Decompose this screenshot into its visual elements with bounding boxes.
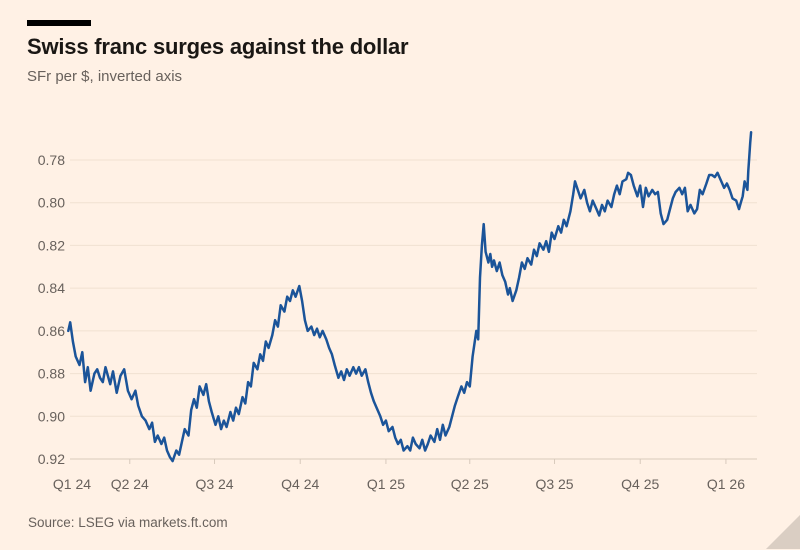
x-tick-label: Q3 25 (535, 476, 573, 492)
source-note: Source: LSEG via markets.ft.com (28, 515, 228, 530)
x-tick-label: Q1 26 (707, 476, 745, 492)
y-tick-label: 0.78 (38, 152, 65, 168)
sfr-per-dollar-line (67, 130, 753, 463)
chart-title: Swiss franc surges against the dollar (27, 34, 409, 59)
resize-handle-icon[interactable] (766, 515, 800, 549)
y-tick-label: 0.82 (38, 237, 65, 253)
y-tick-label: 0.84 (38, 280, 65, 296)
y-tick-label: 0.86 (38, 323, 65, 339)
y-tick-label: 0.90 (38, 408, 65, 424)
x-tick-label: Q1 24 (53, 476, 91, 492)
x-tick-label: Q4 24 (281, 476, 319, 492)
y-tick-label: 0.80 (38, 195, 65, 211)
x-tick-label: Q4 25 (621, 476, 659, 492)
chart-subtitle: SFr per $, inverted axis (27, 68, 183, 85)
x-tick-label: Q1 25 (367, 476, 405, 492)
x-tick-label: Q2 24 (111, 476, 149, 492)
y-tick-label: 0.92 (38, 451, 65, 467)
title-accent-bar (27, 20, 91, 26)
y-tick-label: 0.88 (38, 366, 65, 382)
x-tick-label: Q2 25 (451, 476, 489, 492)
x-tick-label: Q3 24 (195, 476, 233, 492)
